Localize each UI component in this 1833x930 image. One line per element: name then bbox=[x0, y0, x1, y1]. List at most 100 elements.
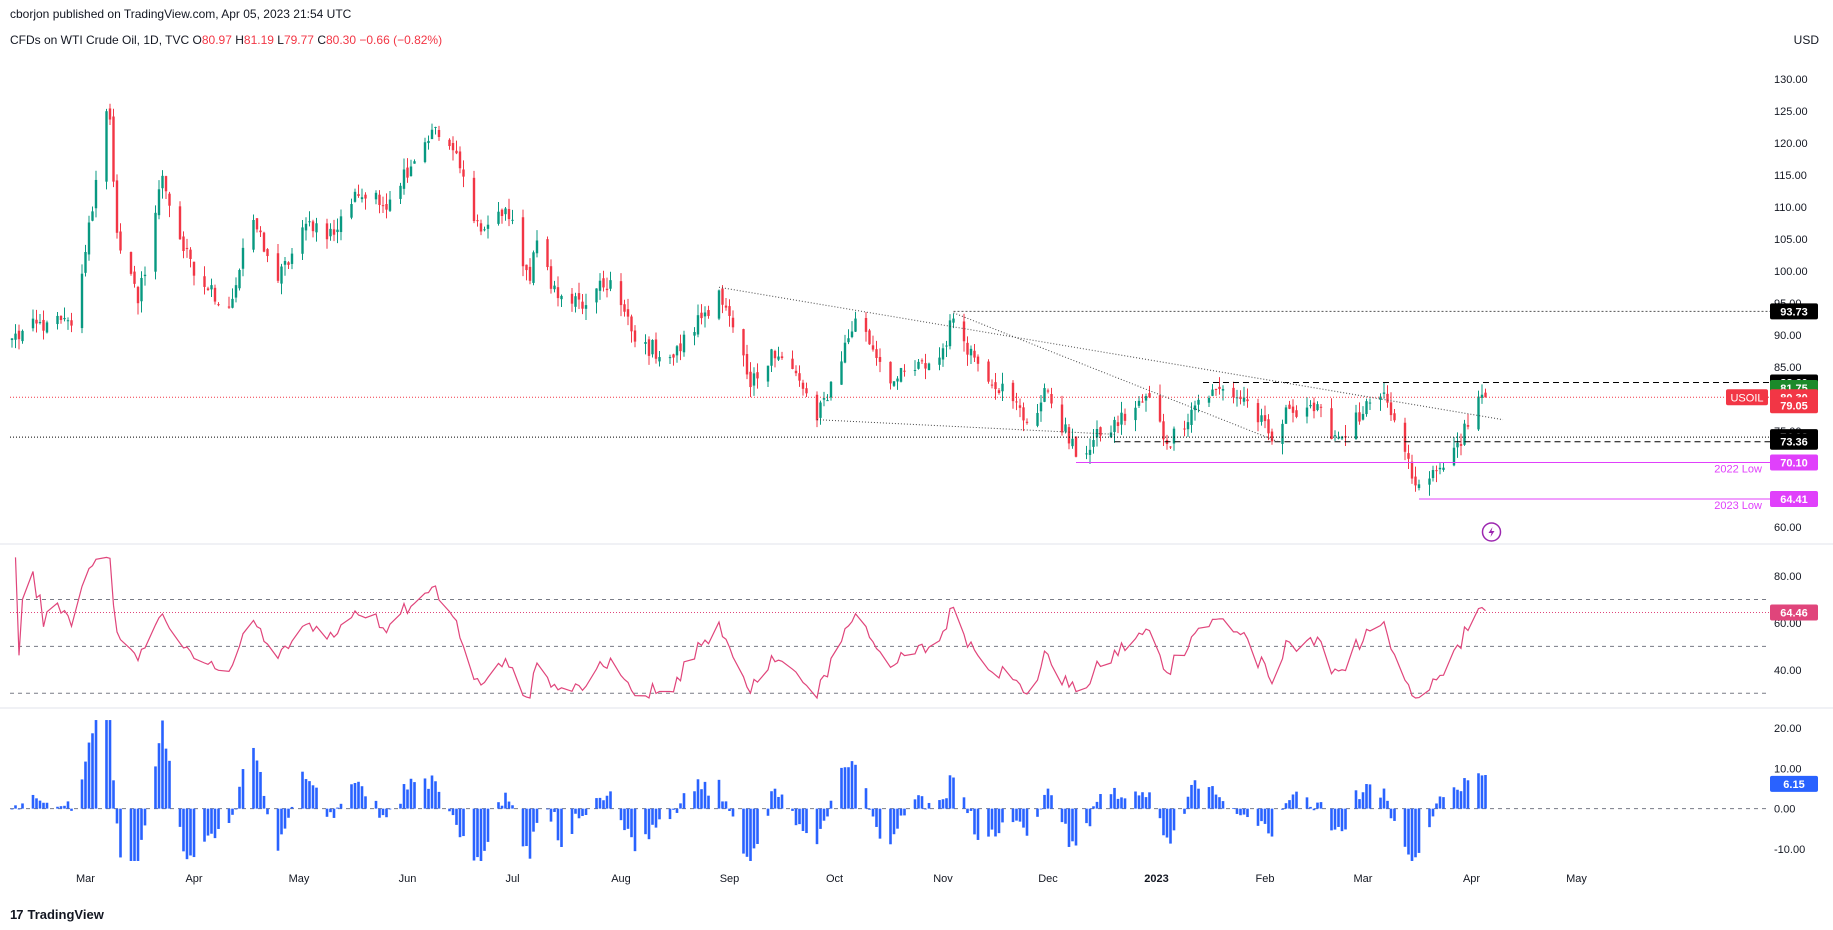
candle-body bbox=[1246, 399, 1249, 402]
momentum-bar bbox=[987, 808, 990, 837]
candle-body bbox=[721, 288, 724, 305]
momentum-bar bbox=[1218, 797, 1221, 809]
candle-body bbox=[1162, 421, 1165, 440]
momentum-bar bbox=[546, 808, 549, 810]
momentum-bar bbox=[756, 808, 759, 844]
open-value: 80.97 bbox=[201, 33, 232, 47]
price-level-label: 70.10 bbox=[1780, 458, 1808, 470]
momentum-bar bbox=[66, 801, 70, 809]
candle-body bbox=[42, 319, 45, 331]
momentum-bar bbox=[623, 808, 626, 831]
candle-body bbox=[1284, 407, 1288, 424]
momentum-bar bbox=[1417, 808, 1421, 853]
momentum-bar bbox=[399, 803, 402, 809]
momentum-bar bbox=[847, 767, 850, 809]
momentum-bar bbox=[10, 808, 14, 810]
chart-canvas[interactable]: 130.00 125.00 120.00 115.00 110.00 105.00 100.… bbox=[0, 0, 1833, 900]
momentum-bar bbox=[1379, 797, 1382, 809]
momentum-bar bbox=[1456, 789, 1459, 809]
momentum-bar bbox=[486, 808, 490, 842]
candle-body bbox=[791, 358, 794, 369]
momentum-bar bbox=[1284, 803, 1288, 809]
candle-body bbox=[1221, 388, 1225, 391]
candle-body bbox=[766, 365, 770, 382]
candle-body bbox=[192, 261, 196, 276]
candle-body bbox=[843, 342, 847, 363]
candle-body bbox=[633, 330, 637, 342]
momentum-bar bbox=[119, 808, 122, 858]
candle-body bbox=[1368, 402, 1372, 404]
momentum-bar bbox=[35, 798, 38, 809]
candle-body bbox=[31, 318, 35, 329]
candle-body bbox=[1239, 396, 1242, 400]
candle-body bbox=[1015, 401, 1018, 403]
candle-body bbox=[70, 320, 73, 326]
candle-body bbox=[497, 211, 500, 224]
momentum-bar bbox=[185, 808, 189, 860]
candle-body bbox=[301, 227, 304, 254]
momentum-bar bbox=[1242, 808, 1246, 815]
momentum-bar bbox=[213, 808, 217, 839]
momentum-bar bbox=[38, 800, 42, 809]
momentum-bar bbox=[1295, 791, 1298, 809]
momentum-bar bbox=[752, 808, 756, 849]
candle-body bbox=[581, 301, 584, 309]
candle-body bbox=[280, 266, 283, 284]
price-level-label: 64.41 bbox=[1780, 494, 1808, 506]
momentum-bar bbox=[1085, 808, 1088, 824]
candle-body bbox=[94, 179, 98, 209]
momentum-bar bbox=[360, 786, 364, 809]
momentum-bar bbox=[920, 796, 924, 809]
low-label: L bbox=[277, 33, 284, 47]
momentum-bar bbox=[427, 788, 430, 809]
tradingview-brand[interactable]: 17 TradingView bbox=[10, 907, 104, 922]
candle-body bbox=[1025, 421, 1029, 423]
momentum-bar bbox=[21, 803, 24, 809]
momentum-bar bbox=[945, 798, 948, 809]
candle-body bbox=[770, 349, 773, 366]
momentum-bar bbox=[675, 808, 679, 813]
tradingview-logo-icon: 17 bbox=[10, 907, 24, 922]
momentum-bar bbox=[87, 742, 91, 809]
momentum-bar bbox=[997, 808, 1001, 834]
candle-body bbox=[1379, 396, 1382, 400]
candle-body bbox=[535, 240, 539, 254]
candle-body bbox=[651, 339, 654, 355]
momentum-bar bbox=[483, 808, 486, 851]
candle-body bbox=[1113, 419, 1116, 433]
candle-body bbox=[511, 219, 514, 221]
price-level-label: 73.36 bbox=[1780, 437, 1808, 449]
candle-body bbox=[780, 356, 784, 359]
candle-body bbox=[1141, 401, 1144, 403]
price-level-label: 93.73 bbox=[1780, 306, 1808, 318]
candle-body bbox=[924, 363, 927, 369]
momentum-tick-label: 0.00 bbox=[1774, 804, 1795, 816]
momentum-bar bbox=[402, 784, 406, 809]
momentum-bar bbox=[1435, 803, 1438, 809]
price-level-badge bbox=[1770, 433, 1818, 450]
momentum-bar bbox=[388, 808, 392, 810]
momentum-bar bbox=[455, 808, 458, 825]
candle-body bbox=[1410, 461, 1414, 479]
candle-body bbox=[311, 221, 315, 232]
momentum-bar bbox=[182, 808, 185, 852]
candle-body bbox=[413, 161, 416, 164]
high-label: H bbox=[235, 33, 244, 47]
price-level-badge bbox=[1770, 397, 1818, 414]
candle-body bbox=[1477, 396, 1480, 430]
candle-body bbox=[87, 222, 91, 255]
x-tick-label: Oct bbox=[826, 873, 843, 885]
momentum-bar bbox=[868, 808, 871, 810]
candle-body bbox=[161, 175, 164, 189]
x-tick-label: Mar bbox=[76, 873, 95, 885]
candle-body bbox=[1389, 402, 1393, 416]
candle-body bbox=[864, 318, 868, 332]
symbol-tag-badge bbox=[1726, 389, 1768, 406]
candle-body bbox=[1207, 397, 1211, 403]
momentum-bar bbox=[1039, 808, 1043, 810]
momentum-bar bbox=[717, 779, 721, 809]
momentum-bar bbox=[157, 743, 161, 809]
rsi-line bbox=[14, 556, 1486, 700]
momentum-bar bbox=[1109, 794, 1113, 809]
close-label: C bbox=[317, 33, 326, 47]
